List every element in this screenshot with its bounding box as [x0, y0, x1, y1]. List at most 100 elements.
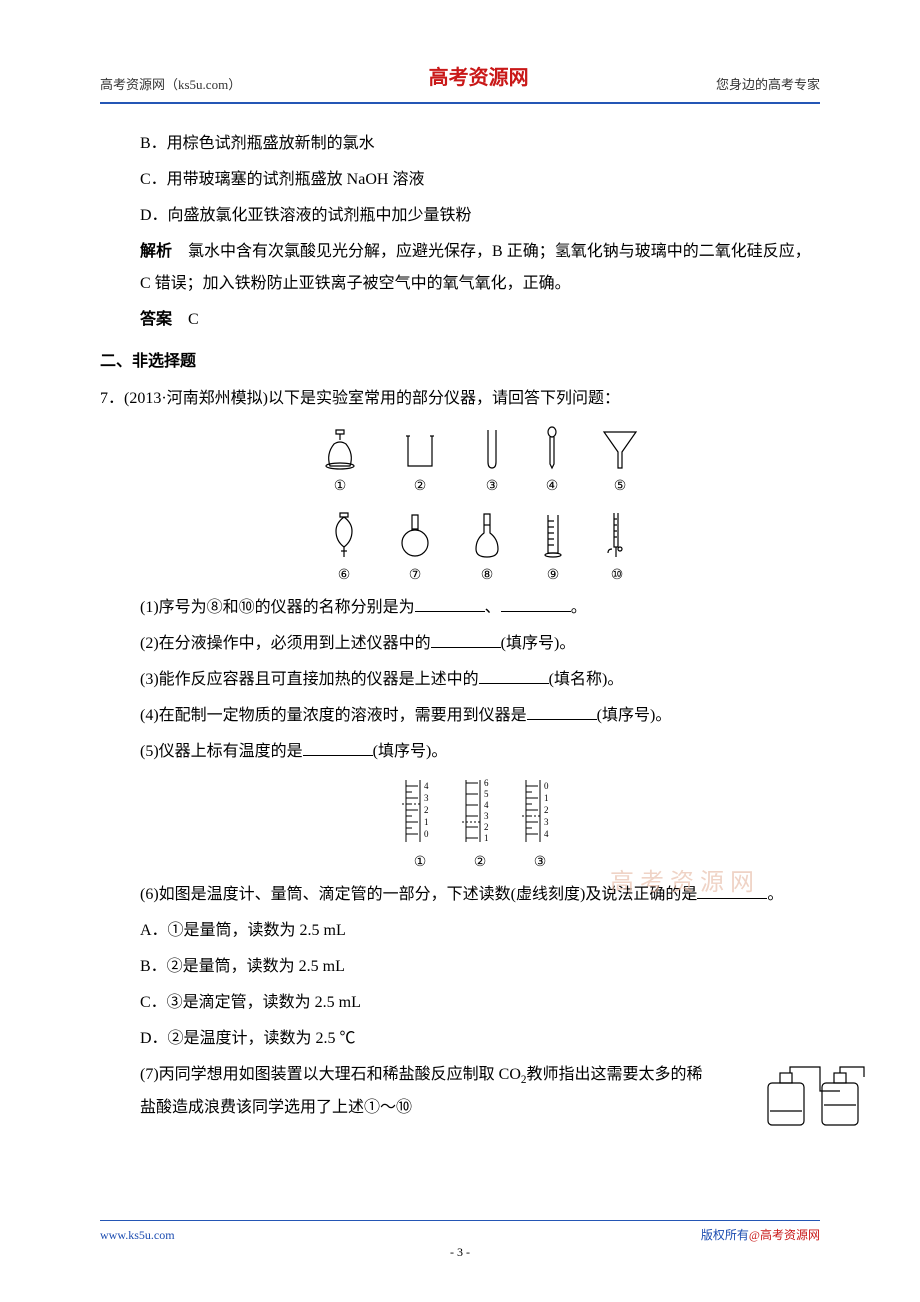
label-5: ⑤: [614, 474, 627, 499]
alcohol-lamp-icon: [320, 426, 360, 470]
svg-text:1: 1: [484, 833, 489, 843]
q7-3b: (填名称)。: [549, 671, 624, 688]
q7-4b: (填序号)。: [597, 707, 672, 724]
scale-1-icon: 4 3 2 1 0: [400, 776, 440, 846]
dropper-icon: [544, 426, 560, 470]
svg-text:4: 4: [424, 781, 429, 791]
q7-1: (1)序号为⑧和⑩的仪器的名称分别是为、。: [140, 592, 820, 624]
option-b: B．用棕色试剂瓶盛放新制的氯水: [140, 128, 820, 160]
blank-6: [303, 740, 373, 756]
scale-label-3: ③: [534, 850, 547, 875]
instrument-3: ③: [480, 426, 504, 499]
q7-4: (4)在配制一定物质的量浓度的溶液时，需要用到仪器是 (填序号)。: [140, 700, 820, 732]
page-number: - 3 -: [450, 1242, 470, 1264]
blank-3: [431, 632, 501, 648]
q7-stem: 7．(2013·河南郑州模拟)以下是实验室常用的部分仪器，请回答下列问题：: [100, 385, 820, 414]
volumetric-flask-icon: [472, 511, 502, 559]
q7-7: (7)丙同学想用如图装置以大理石和稀盐酸反应制取 CO2教师指出这需要太多的稀盐…: [140, 1059, 820, 1124]
test-tube-icon: [480, 426, 504, 470]
label-7: ⑦: [409, 563, 422, 588]
footer-right: 版权所有@高考资源网: [701, 1225, 820, 1247]
instrument-1: ①: [320, 426, 360, 499]
option-c: C．用带玻璃塞的试剂瓶盛放 NaOH 溶液: [140, 164, 820, 196]
label-4: ④: [546, 474, 559, 499]
explanation-block: 解析 氯水中含有次氯酸见光分解，应避光保存，B 正确；氢氧化钠与玻璃中的二氧化硅…: [140, 236, 820, 300]
blank-4: [479, 668, 549, 684]
blank-5: [527, 704, 597, 720]
svg-text:4: 4: [484, 800, 489, 810]
label-10: ⑩: [611, 563, 624, 588]
scale-2-icon: 6 5 4 3 2 1: [460, 776, 500, 846]
burette-icon: [604, 511, 630, 559]
scale-label-1: ①: [414, 850, 427, 875]
q7-2: (2)在分液操作中，必须用到上述仪器中的 (填序号)。: [140, 628, 820, 660]
funnel-icon: [600, 426, 640, 470]
q7-3a: (3)能作反应容器且可直接加热的仪器是上述中的: [140, 671, 479, 688]
content: B．用棕色试剂瓶盛放新制的氯水 C．用带玻璃塞的试剂瓶盛放 NaOH 溶液 D．…: [100, 128, 820, 1124]
scale-3-icon: 0 1 2 3 4: [520, 776, 560, 846]
answer-label: 答案: [140, 311, 172, 328]
instrument-9: ⑨: [542, 511, 564, 588]
header-center: 高考资源网: [429, 60, 529, 96]
instrument-10: ⑩: [604, 511, 630, 588]
beaker-icon: [400, 426, 440, 470]
footer-at: @: [749, 1228, 760, 1242]
round-flask-icon: [398, 511, 432, 559]
label-2: ②: [414, 474, 427, 499]
instrument-4: ④: [544, 426, 560, 499]
blank-2: [501, 596, 571, 612]
q7-5b: (填序号)。: [373, 743, 448, 760]
footer-brand: 高考资源网: [760, 1228, 820, 1242]
q7-opt-b: B．②是量筒，读数为 2.5 mL: [140, 951, 820, 983]
instrument-6: ⑥: [330, 511, 358, 588]
co2-apparatus-icon: [760, 1061, 870, 1131]
watermark: 高考资源网: [610, 862, 760, 905]
instrument-7: ⑦: [398, 511, 432, 588]
instrument-2: ②: [400, 426, 440, 499]
instrument-row-2: ⑥ ⑦ ⑧: [140, 511, 820, 588]
svg-text:0: 0: [544, 781, 549, 791]
answer-block: 答案 C: [140, 304, 820, 336]
q7-5a: (5)仪器上标有温度的是: [140, 743, 303, 760]
svg-text:1: 1: [424, 817, 429, 827]
q7-1c: 。: [571, 599, 587, 616]
explanation-label: 解析: [140, 243, 172, 260]
q7-opt-c: C．③是滴定管，读数为 2.5 mL: [140, 987, 820, 1019]
scale-col-2: 6 5 4 3 2 1 ②: [460, 776, 500, 875]
label-8: ⑧: [481, 563, 494, 588]
label-3: ③: [486, 474, 499, 499]
scale-col-1: 4 3 2 1 0 ①: [400, 776, 440, 875]
q7-1b: 、: [485, 599, 501, 616]
svg-text:2: 2: [484, 822, 489, 832]
footer-left: www.ks5u.com: [100, 1225, 175, 1247]
instrument-row-1: ① ② ③: [140, 426, 820, 499]
option-d: D．向盛放氯化亚铁溶液的试剂瓶中加少量铁粉: [140, 200, 820, 232]
svg-text:2: 2: [424, 805, 429, 815]
q7-2b: (填序号)。: [501, 635, 576, 652]
answer-value: C: [172, 311, 199, 328]
header-right: 您身边的高考专家: [716, 73, 820, 96]
svg-text:6: 6: [484, 778, 489, 788]
q7-6b: 。: [767, 886, 783, 903]
q7-3: (3)能作反应容器且可直接加热的仪器是上述中的 (填名称)。: [140, 664, 820, 696]
svg-text:4: 4: [544, 829, 549, 839]
q7-opt-a: A．①是量筒，读数为 2.5 mL: [140, 915, 820, 947]
q7-2a: (2)在分液操作中，必须用到上述仪器中的: [140, 635, 431, 652]
label-6: ⑥: [338, 563, 351, 588]
svg-text:2: 2: [544, 805, 549, 815]
section-2-title: 二、非选择题: [100, 348, 820, 377]
q7-7a: (7)丙同学想用如图装置以大理石和稀盐酸反应制取 CO: [140, 1066, 521, 1083]
q7-4a: (4)在配制一定物质的量浓度的溶液时，需要用到仪器是: [140, 707, 527, 724]
svg-text:5: 5: [484, 789, 489, 799]
instrument-8: ⑧: [472, 511, 502, 588]
co2-apparatus: [760, 1061, 870, 1143]
svg-text:3: 3: [484, 811, 489, 821]
svg-text:0: 0: [424, 829, 429, 839]
blank-1: [415, 596, 485, 612]
scale-figure: 4 3 2 1 0 ① 6: [140, 776, 820, 875]
header-left: 高考资源网（ks5u.com）: [100, 73, 241, 96]
svg-text:1: 1: [544, 793, 549, 803]
scale-col-3: 0 1 2 3 4 ③: [520, 776, 560, 875]
label-9: ⑨: [547, 563, 560, 588]
graduated-cylinder-icon: [542, 511, 564, 559]
